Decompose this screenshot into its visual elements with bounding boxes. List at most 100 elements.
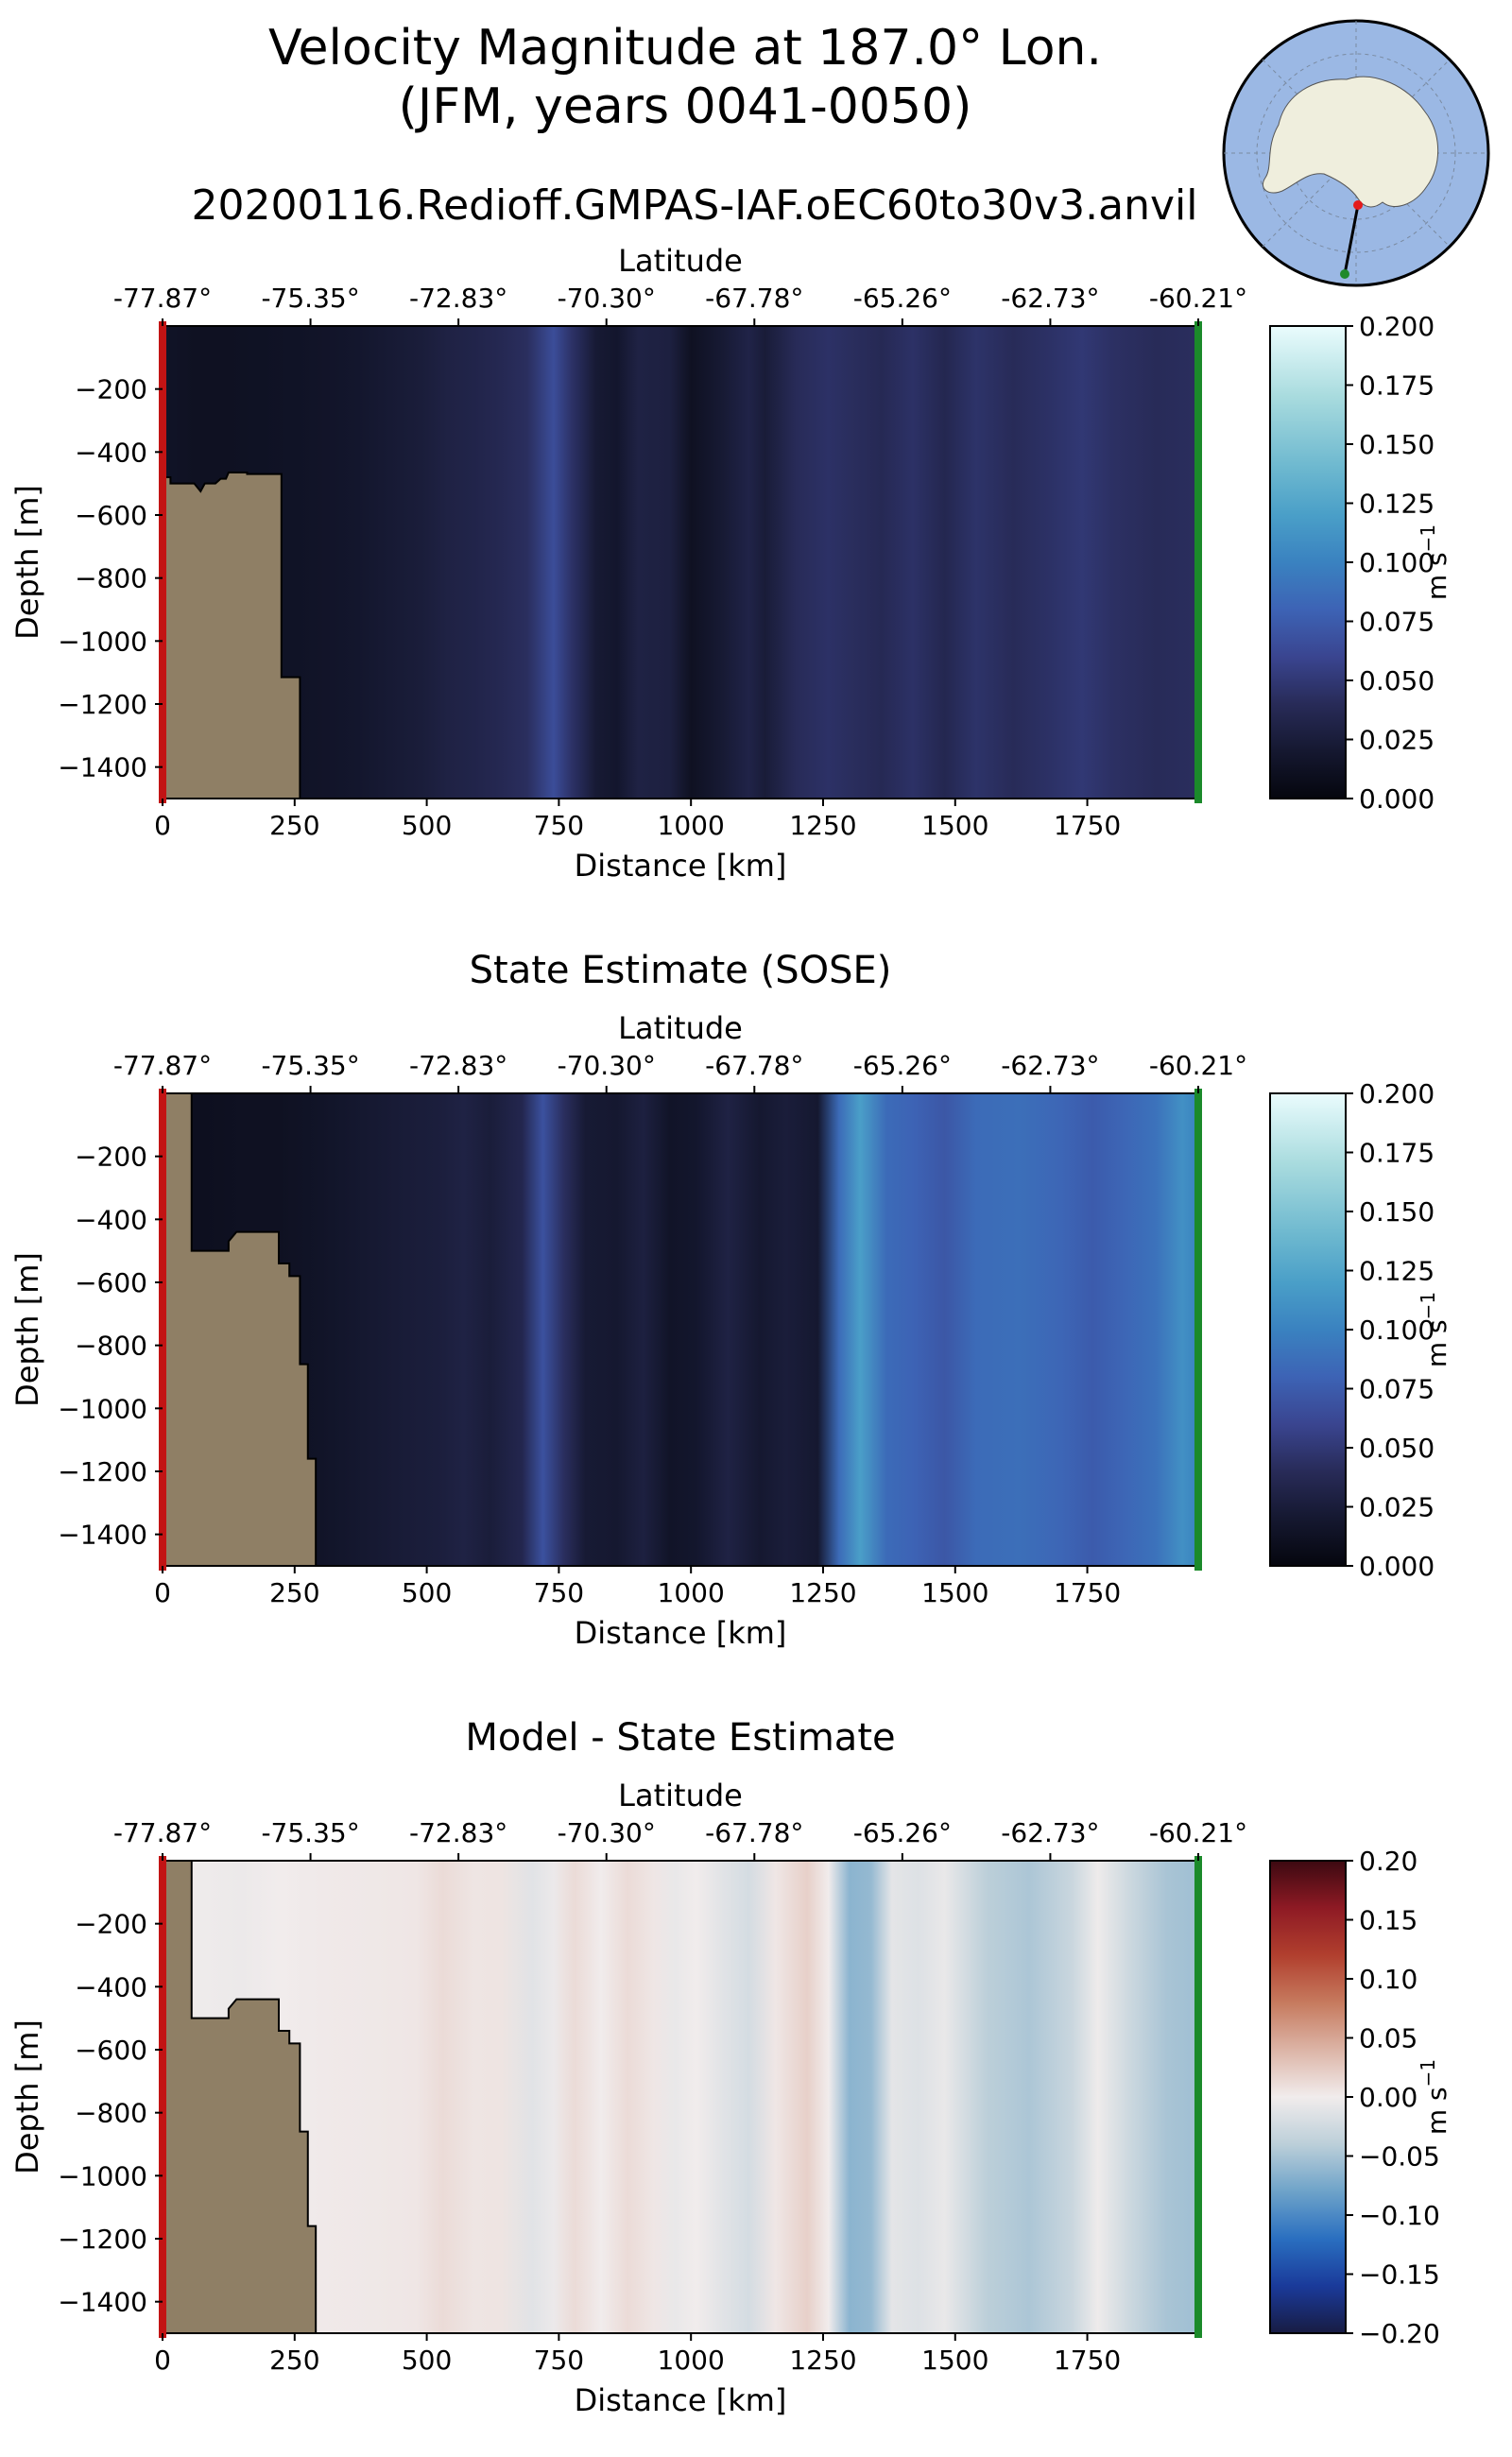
colorbar-tick-label: 0.20 xyxy=(1359,1846,1418,1877)
y-tick-label: −1200 xyxy=(58,1456,147,1487)
colorbar-tick-label: 0.075 xyxy=(1359,1374,1435,1405)
x-tick-label: 1500 xyxy=(921,1577,988,1608)
lat-tick-label: -77.87° xyxy=(113,283,212,314)
x-axis-label: Distance [km] xyxy=(575,1615,787,1651)
panel-title: Model - State Estimate xyxy=(465,1716,895,1760)
colorbar-tick-label: 0.125 xyxy=(1359,489,1435,520)
colorbar-tick-label: 0.200 xyxy=(1359,1078,1435,1109)
seafloor-land xyxy=(162,1860,318,2334)
lat-tick-label: -75.35° xyxy=(261,1817,359,1848)
x-tick-label: 0 xyxy=(154,1577,171,1608)
y-axis-label: Depth [m] xyxy=(9,1252,45,1407)
x-tick-label: 1750 xyxy=(1054,1577,1121,1608)
figure-title-line1: Velocity Magnitude at 187.0° Lon. xyxy=(268,20,1102,77)
colorbar-label: m s−1 xyxy=(1417,2059,1452,2135)
top-axis-label: Latitude xyxy=(618,1778,743,1813)
y-tick-label: −1000 xyxy=(58,2160,147,2191)
y-tick-label: −1400 xyxy=(58,2287,147,2318)
top-axis-label: Latitude xyxy=(618,243,743,279)
colorbar-tick-label: 0.025 xyxy=(1359,1492,1435,1523)
chart-panel-3: Model - State Estimate 0 250 500 750 1000 1250… xyxy=(9,1716,1452,2418)
seafloor-land xyxy=(162,472,301,799)
y-tick-label: −400 xyxy=(75,1204,147,1235)
lat-tick-label: -75.35° xyxy=(261,1050,359,1081)
x-axis-label: Distance [km] xyxy=(575,848,787,884)
x-tick-label: 1250 xyxy=(789,1577,856,1608)
map-antarctica-landmass xyxy=(1262,76,1439,208)
x-tick-label: 0 xyxy=(154,810,171,841)
colorbar-label-exponent: −1 xyxy=(1417,1292,1439,1319)
y-tick-label: −400 xyxy=(75,1971,147,2002)
colorbar-tick-label: 0.125 xyxy=(1359,1256,1435,1287)
x-tick-label: 1250 xyxy=(789,2345,856,2376)
heatmap-field xyxy=(163,326,1198,799)
map-start-marker xyxy=(1353,200,1363,210)
figure-title-line2: (JFM, years 0041-0050) xyxy=(399,78,972,135)
colorbar-tick-label: 0.200 xyxy=(1359,311,1435,342)
panel-title: State Estimate (SOSE) xyxy=(470,949,892,992)
colorbar-tick-label: 0.025 xyxy=(1359,725,1435,756)
y-axis-label: Depth [m] xyxy=(9,2019,45,2174)
y-tick-label: −200 xyxy=(75,1142,147,1173)
figure-subtitle: 20200116.Redioff.GMPAS-IAF.oEC60to30v3.a… xyxy=(192,181,1198,230)
lat-tick-label: -62.73° xyxy=(1001,1050,1099,1081)
y-tick-label: −400 xyxy=(75,437,147,468)
colorbar-tick-label: 0.100 xyxy=(1359,1314,1435,1346)
map-end-marker xyxy=(1340,269,1349,279)
x-tick-label: 1500 xyxy=(921,2345,988,2376)
y-tick-label: −600 xyxy=(75,500,147,531)
x-tick-label: 250 xyxy=(269,1577,319,1608)
x-tick-label: 250 xyxy=(269,810,319,841)
colorbar xyxy=(1269,325,1347,799)
colorbar-tick-label: 0.175 xyxy=(1359,1138,1435,1169)
lat-tick-label: -65.26° xyxy=(853,1050,952,1081)
colorbar xyxy=(1269,1092,1347,1567)
lat-tick-label: -70.30° xyxy=(558,283,656,314)
map-transect-line xyxy=(1343,204,1360,275)
lat-tick-label: -60.21° xyxy=(1149,283,1247,314)
lat-tick-label: -75.35° xyxy=(261,283,359,314)
y-tick-label: −200 xyxy=(75,374,147,405)
colorbar-tick-label: 0.10 xyxy=(1359,1964,1418,1995)
x-tick-label: 500 xyxy=(402,1577,452,1608)
x-tick-label: 1000 xyxy=(658,1577,725,1608)
y-tick-label: −200 xyxy=(75,1909,147,1940)
x-tick-label: 1250 xyxy=(789,810,856,841)
colorbar xyxy=(1269,1860,1347,2334)
x-tick-label: 1750 xyxy=(1054,810,1121,841)
heatmap-field xyxy=(163,1093,1198,1566)
y-tick-label: −1400 xyxy=(58,752,147,783)
colorbar-tick-label: 0.100 xyxy=(1359,547,1435,578)
colorbar-tick-label: −0.15 xyxy=(1359,2259,1440,2291)
colorbar-tick-label: 0.050 xyxy=(1359,1433,1435,1464)
lat-tick-label: -70.30° xyxy=(558,1817,656,1848)
colorbar-tick-label: 0.000 xyxy=(1359,783,1435,815)
lat-tick-label: -65.26° xyxy=(853,1817,952,1848)
colorbar-tick-label: 0.150 xyxy=(1359,429,1435,460)
y-tick-label: −1200 xyxy=(58,2224,147,2255)
colorbar-label-unit: m s xyxy=(1421,552,1452,600)
chart-panel-2: State Estimate (SOSE) 0 250 500 750 1000 1250 1… xyxy=(9,949,1452,1651)
x-tick-label: 0 xyxy=(154,2345,171,2376)
lat-tick-label: -62.73° xyxy=(1001,1817,1099,1848)
lat-tick-label: -62.73° xyxy=(1001,283,1099,314)
x-axis-label: Distance [km] xyxy=(575,2382,787,2418)
lat-tick-label: -67.78° xyxy=(705,1817,803,1848)
x-tick-label: 1750 xyxy=(1054,2345,1121,2376)
x-tick-label: 750 xyxy=(534,2345,584,2376)
y-tick-label: −1200 xyxy=(58,689,147,720)
colorbar-label-unit: m s xyxy=(1421,1319,1452,1367)
x-tick-label: 750 xyxy=(534,1577,584,1608)
colorbar-label-unit: m s xyxy=(1421,2087,1452,2135)
antarctica-map-icon xyxy=(1222,19,1490,287)
colorbar-label-exponent: −1 xyxy=(1417,2059,1439,2087)
colorbar-tick-label: 0.050 xyxy=(1359,665,1435,696)
lat-tick-label: -72.83° xyxy=(409,1050,507,1081)
lat-tick-label: -70.30° xyxy=(558,1050,656,1081)
lat-tick-label: -60.21° xyxy=(1149,1050,1247,1081)
heatmap-field xyxy=(163,1861,1198,2333)
colorbar-label: m s−1 xyxy=(1417,524,1452,600)
colorbar-tick-label: 0.075 xyxy=(1359,607,1435,638)
colorbar-tick-label: −0.10 xyxy=(1359,2200,1440,2231)
y-tick-label: −600 xyxy=(75,1267,147,1298)
